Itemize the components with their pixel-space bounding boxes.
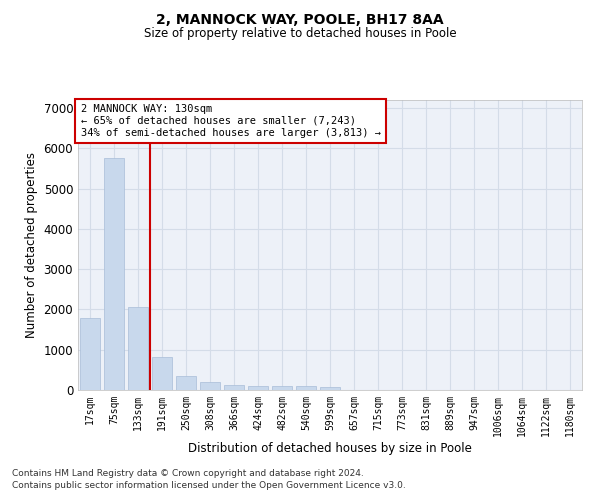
Bar (296, 386, 316, 390)
Text: 2 MANNOCK WAY: 130sqm
← 65% of detached houses are smaller (7,243)
34% of semi-d: 2 MANNOCK WAY: 130sqm ← 65% of detached … (80, 104, 380, 138)
Bar (176, 376, 196, 390)
Bar (152, 357, 172, 390)
Bar (200, 382, 220, 390)
Text: Contains HM Land Registry data © Crown copyright and database right 2024.: Contains HM Land Registry data © Crown c… (12, 468, 364, 477)
Bar (320, 387, 340, 390)
Bar (104, 158, 124, 390)
Y-axis label: Number of detached properties: Number of detached properties (25, 152, 38, 338)
Text: Contains public sector information licensed under the Open Government Licence v3: Contains public sector information licen… (12, 481, 406, 490)
Bar (80, 318, 100, 390)
Bar (128, 307, 148, 390)
Text: 2, MANNOCK WAY, POOLE, BH17 8AA: 2, MANNOCK WAY, POOLE, BH17 8AA (156, 12, 444, 26)
Text: Size of property relative to detached houses in Poole: Size of property relative to detached ho… (143, 28, 457, 40)
Bar (224, 385, 244, 390)
X-axis label: Distribution of detached houses by size in Poole: Distribution of detached houses by size … (188, 442, 472, 454)
Bar (272, 386, 292, 390)
Bar (248, 386, 268, 390)
